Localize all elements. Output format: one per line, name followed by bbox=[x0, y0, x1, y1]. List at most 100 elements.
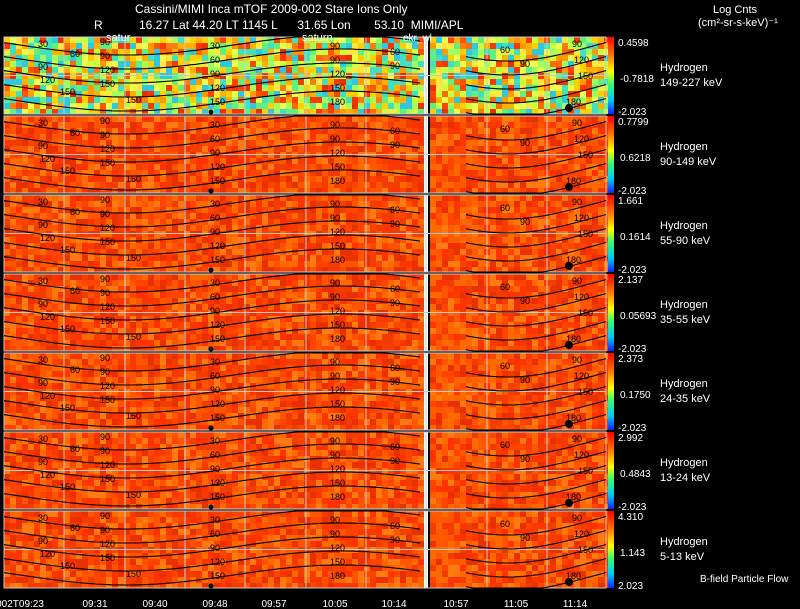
contour-label: 60 bbox=[210, 529, 220, 539]
contour-label: 90 bbox=[100, 288, 110, 298]
colorbar-max: 2.373 bbox=[618, 354, 643, 365]
contour-label: 60 bbox=[210, 292, 220, 302]
contour-label: 90 bbox=[330, 436, 340, 446]
contour-label: 150 bbox=[330, 320, 345, 330]
contour-label: 90 bbox=[330, 278, 340, 288]
contour-line bbox=[465, 135, 607, 155]
x-tick-label: 09:48 bbox=[202, 599, 227, 609]
panel-5 bbox=[3, 352, 614, 431]
colorbar bbox=[608, 37, 614, 114]
marker-label-saturn: saturn bbox=[302, 32, 333, 44]
species-label: Hydrogen bbox=[660, 536, 708, 548]
contour-label: 90 bbox=[390, 298, 400, 308]
contour-label: 90 bbox=[390, 61, 400, 71]
x-tick-label: 11:05 bbox=[504, 599, 529, 609]
contour-line bbox=[3, 248, 421, 270]
contour-label: 90 bbox=[390, 377, 400, 387]
energy-label: 24-35 keV bbox=[660, 393, 711, 405]
energy-label: 13-24 keV bbox=[660, 472, 711, 484]
contour-line bbox=[465, 451, 607, 471]
contour-line bbox=[3, 36, 421, 56]
contour-label: 90 bbox=[390, 219, 400, 229]
contour-label: 60 bbox=[390, 521, 400, 531]
contour-label: 120 bbox=[40, 154, 55, 164]
contour-label: 120 bbox=[210, 83, 225, 93]
energy-label: 5-13 keV bbox=[660, 551, 705, 563]
contour-label: 90 bbox=[210, 227, 220, 237]
contour-label: 180 bbox=[566, 492, 581, 502]
field-marker bbox=[565, 578, 573, 586]
contour-line bbox=[465, 293, 607, 313]
contour-line bbox=[465, 358, 607, 378]
contour-label: 120 bbox=[330, 543, 345, 553]
colorbar-title: Log Cnts bbox=[713, 4, 758, 16]
contour-label: 150 bbox=[210, 97, 225, 107]
contour-label: 120 bbox=[40, 233, 55, 243]
contour-line bbox=[465, 42, 607, 62]
contour-label: 150 bbox=[60, 166, 75, 176]
contour-label: 150 bbox=[60, 87, 75, 97]
colorbar bbox=[608, 511, 614, 588]
contour-line bbox=[3, 90, 421, 112]
contour-line bbox=[3, 76, 421, 98]
contour-line bbox=[465, 200, 607, 220]
contour-label: 60 bbox=[500, 124, 510, 134]
panel-1 bbox=[3, 36, 614, 115]
contour-label: 60 bbox=[70, 207, 80, 217]
contour-label: 60 bbox=[70, 444, 80, 454]
contour-label: 150 bbox=[126, 411, 141, 421]
contour-label: 90 bbox=[100, 446, 110, 456]
contour-label: 60 bbox=[70, 286, 80, 296]
contour-label: 180 bbox=[566, 413, 581, 423]
colorbar bbox=[608, 432, 614, 509]
contour-label: 180 bbox=[566, 97, 581, 107]
marker-label-ekr: ekr_wl bbox=[403, 33, 432, 44]
contour-line bbox=[465, 437, 607, 457]
contour-label: 60 bbox=[500, 440, 510, 450]
contour-label: 120 bbox=[330, 306, 345, 316]
contour-label: 60 bbox=[210, 213, 220, 223]
contour-label: 120 bbox=[330, 69, 345, 79]
contour-label: 120 bbox=[40, 312, 55, 322]
contour-label: 60 bbox=[390, 47, 400, 57]
contour-label: 90 bbox=[330, 213, 340, 223]
contour-line bbox=[3, 299, 421, 321]
colorbar-units: (cm²-sr-s-keV)⁻¹ bbox=[698, 17, 778, 29]
contour-line bbox=[3, 141, 421, 163]
contour-label: 150 bbox=[60, 561, 75, 571]
contour-label: 60 bbox=[210, 134, 220, 144]
contour-line bbox=[465, 70, 607, 90]
contour-label: 120 bbox=[574, 213, 589, 223]
contour-line bbox=[465, 493, 607, 510]
contour-label: 30 bbox=[38, 276, 48, 286]
contour-label: 150 bbox=[210, 413, 225, 423]
species-label: Hydrogen bbox=[660, 62, 708, 74]
colorbar-max: 0.7799 bbox=[618, 117, 649, 128]
contour-line bbox=[465, 56, 607, 76]
contour-label: 90 bbox=[390, 140, 400, 150]
contour-label: 60 bbox=[390, 363, 400, 373]
colorbar-mid: 1.143 bbox=[620, 548, 645, 559]
contour-line bbox=[3, 431, 421, 451]
contour-line bbox=[465, 228, 607, 248]
contour-label: 90 bbox=[330, 134, 340, 144]
contour-label: 150 bbox=[100, 79, 115, 89]
contour-label: 60 bbox=[500, 361, 510, 371]
contour-line bbox=[465, 465, 607, 485]
contour-label: 150 bbox=[210, 571, 225, 581]
contour-label: 30 bbox=[210, 199, 220, 209]
contour-label: 120 bbox=[100, 144, 115, 154]
x-tick-label: 09:40 bbox=[142, 599, 167, 609]
contour-label: 90 bbox=[210, 69, 220, 79]
contour-label: 180 bbox=[566, 255, 581, 265]
contour-label: 120 bbox=[574, 371, 589, 381]
contour-label: 180 bbox=[330, 255, 345, 265]
contour-label: 90 bbox=[520, 138, 530, 148]
contour-label: 30 bbox=[38, 39, 48, 49]
contour-label: 90 bbox=[100, 116, 110, 126]
contour-label: 180 bbox=[330, 413, 345, 423]
contour-label: 90 bbox=[390, 535, 400, 545]
contour-label: 90 bbox=[390, 456, 400, 466]
energy-label: 149-227 keV bbox=[660, 77, 723, 89]
